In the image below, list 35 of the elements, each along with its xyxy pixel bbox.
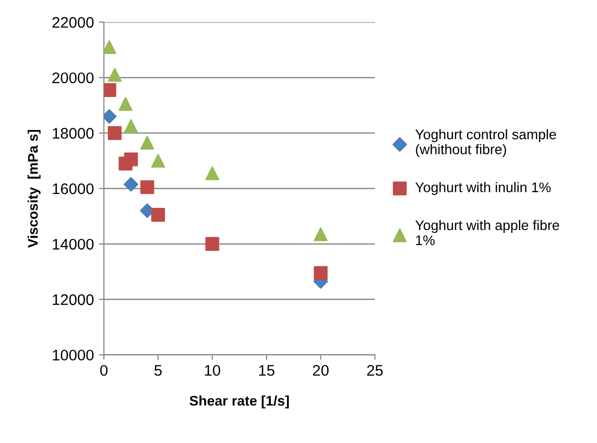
point (205, 237, 220, 251)
point (151, 208, 165, 222)
y-tick-label: 18000 (52, 128, 94, 139)
y-tick-label: 10000 (52, 350, 94, 361)
y-axis-title: Viscosity [mPa s] (28, 130, 41, 248)
y-tick-label: 12000 (52, 294, 94, 306)
y-tick-label: 20000 (52, 72, 94, 84)
x-tick-label: 20 (312, 364, 329, 376)
point (314, 227, 328, 242)
x-tick-label: 15 (259, 365, 274, 376)
y-tick-label: 16000 (52, 183, 94, 194)
point (140, 180, 154, 194)
point (104, 83, 116, 97)
x-tick-label: 5 (154, 365, 162, 376)
legend-label: Yoghurt with inulin 1% (415, 182, 551, 195)
point (118, 97, 132, 111)
point (104, 40, 116, 54)
point (140, 136, 154, 150)
x-tick-label: 10 (204, 364, 220, 376)
legend-label: Yoghurt control sample (whithout fibre) (415, 129, 556, 158)
x-axis-title: Shear rate [1/s] (190, 395, 289, 408)
point (104, 109, 117, 124)
x-tick-label: 0 (100, 364, 108, 376)
x-tick-label: 25 (367, 364, 383, 376)
point (108, 68, 122, 82)
point (124, 119, 138, 134)
y-tick-label: 22000 (52, 17, 94, 28)
point (108, 126, 122, 140)
point (124, 152, 138, 166)
point (124, 177, 138, 192)
point (205, 166, 220, 180)
y-tick-label: 14000 (52, 238, 94, 250)
point (151, 154, 165, 168)
point (314, 266, 328, 280)
legend-label: Yoghurt with apple fibre 1% (415, 220, 560, 246)
